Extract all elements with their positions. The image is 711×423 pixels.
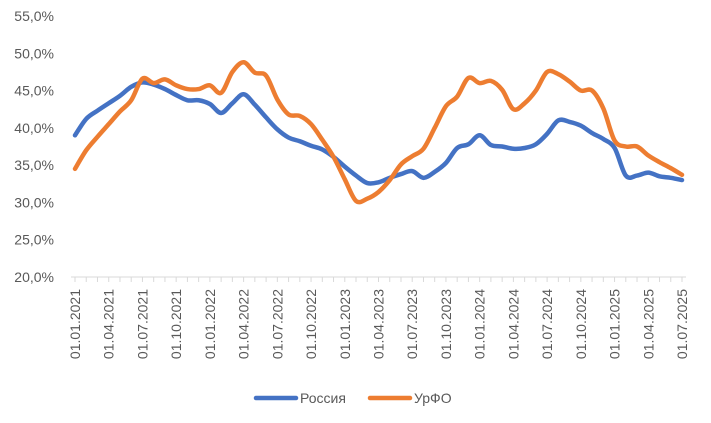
x-tick-label: 01.01.2023	[337, 289, 353, 359]
series-line-urfo	[72, 59, 685, 205]
x-tick-label: 01.10.2021	[168, 289, 184, 359]
x-tick-label: 01.10.2024	[573, 289, 589, 359]
x-tick-label: 01.04.2022	[236, 289, 252, 359]
x-tick-label: 01.07.2024	[539, 289, 555, 359]
x-tick-label: 01.10.2023	[438, 289, 454, 359]
x-tick-label: 01.10.2022	[303, 289, 319, 359]
x-tick-label: 01.07.2021	[134, 289, 150, 359]
x-tick-label: 01.07.2022	[269, 289, 285, 359]
y-tick-label: 30,0%	[14, 194, 54, 210]
x-tick-label: 01.04.2025	[640, 289, 656, 359]
x-tick-label: 01.04.2021	[101, 289, 117, 359]
y-tick-label: 35,0%	[14, 157, 54, 173]
x-tick-label: 01.01.2024	[472, 289, 488, 359]
y-tick-label: 25,0%	[14, 232, 54, 248]
y-tick-label: 40,0%	[14, 120, 54, 136]
x-tick-label: 01.04.2023	[371, 289, 387, 359]
series-line-russia	[72, 80, 685, 186]
y-tick-label: 55,0%	[14, 8, 54, 24]
y-tick-label: 20,0%	[14, 269, 54, 285]
legend-label: УрФО	[414, 390, 452, 406]
x-tick-label: 01.01.2022	[202, 289, 218, 359]
series-lines	[72, 59, 685, 205]
x-tick-label: 01.07.2025	[674, 289, 690, 359]
y-tick-label: 45,0%	[14, 83, 54, 99]
y-tick-label: 50,0%	[14, 45, 54, 61]
x-tick-label: 01.04.2024	[505, 289, 521, 359]
x-tick-label: 01.01.2021	[67, 289, 83, 359]
x-tick-label: 01.07.2023	[404, 289, 420, 359]
x-axis: 01.01.2021 01.04.2021 01.07.2021 01.10.2021…	[67, 276, 690, 359]
legend: Россия УрФО	[253, 390, 452, 406]
y-axis: 20,0% 25,0% 30,0% 35,0% 40,0% 45,0% 50,0% 55,0%	[14, 8, 54, 285]
legend-label: Россия	[300, 390, 346, 406]
x-tick-label: 01.01.2025	[607, 289, 623, 359]
